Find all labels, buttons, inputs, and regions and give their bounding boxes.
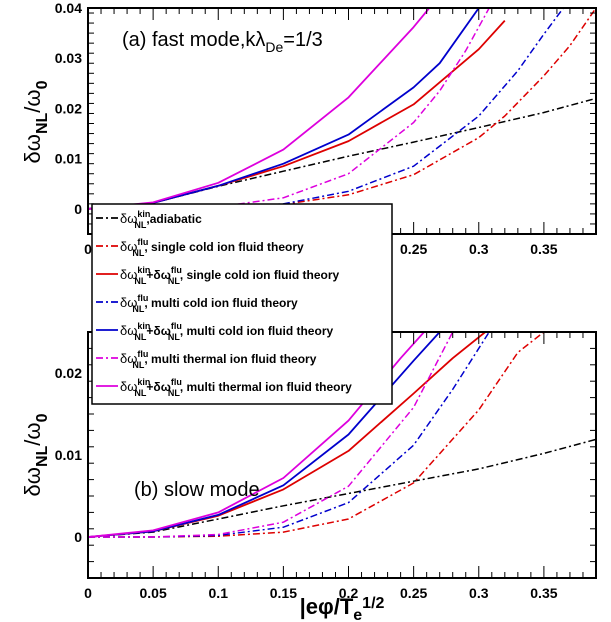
panel-b-x-tick-label: 0.3 bbox=[469, 585, 489, 601]
panel-b-x-tick-label: 0.25 bbox=[400, 585, 427, 601]
panel-a-y-tick-label: 0.02 bbox=[55, 100, 82, 116]
x-axis-title: |eφ/Te1/2 bbox=[300, 594, 385, 622]
panel-a-x-tick-label: 0 bbox=[84, 241, 92, 257]
panel-b-x-tick-label: 0.05 bbox=[140, 585, 167, 601]
panel-b-series bbox=[88, 332, 596, 538]
panel-a-y-tick-label: 0 bbox=[74, 201, 82, 217]
panel-a-series-line-0 bbox=[88, 97, 596, 210]
panel-b-series-line-6 bbox=[88, 332, 425, 538]
legend-entry-1: δωflu NL, single cold ion fluid theory bbox=[120, 237, 304, 258]
panel-a-annotation: (a) fast mode,kλDe=1/3 bbox=[122, 29, 323, 55]
panel-a-series-line-6 bbox=[88, 8, 430, 210]
panel-b-series-line-0 bbox=[88, 438, 596, 538]
panel-a-y-tick-label: 0.01 bbox=[55, 151, 82, 167]
panel-b-y-tick-label: 0 bbox=[74, 529, 82, 545]
panel-a-series-line-3 bbox=[88, 8, 565, 210]
legend-entry-4: δωkin NL+δωflu NL, multi cold ion fluid th… bbox=[120, 321, 333, 342]
legend-entry-2: δωkin NL+δωflu NL, single cold ion fluid t… bbox=[120, 265, 339, 286]
panel-a-x-tick-label: 0.35 bbox=[530, 241, 557, 257]
panel-b-x-tick-label: 0.35 bbox=[530, 585, 557, 601]
panel-a-ylabel: δωNL/ω0 bbox=[20, 80, 51, 163]
panel-a-y-tick-label: 0.03 bbox=[55, 50, 82, 66]
panel-b-y-tick-label: 0.01 bbox=[55, 447, 82, 463]
panel-b-ylabel: δωNL/ω0 bbox=[20, 413, 51, 496]
panel-b-series-line-5 bbox=[88, 332, 454, 538]
panel-b-x-tick-label: 0.15 bbox=[270, 585, 297, 601]
panel-a-x-tick-label: 0.3 bbox=[469, 241, 489, 257]
legend-box bbox=[91, 203, 393, 405]
legend-entry-5: δωflu NL, multi thermal ion fluid theory bbox=[120, 349, 317, 370]
panel-b-x-tick-label: 0.2 bbox=[339, 585, 359, 601]
panel-a-y-tick-label: 0.04 bbox=[55, 0, 82, 16]
legend: δωkin NL,adiabatic δωflu NL, single cold io… bbox=[91, 203, 393, 405]
panel-b-annotation: (b) slow mode bbox=[134, 479, 260, 501]
panel-b-x-tick-label: 0.1 bbox=[209, 585, 229, 601]
legend-entry-3: δωflu NL, multi cold ion fluid theory bbox=[120, 293, 298, 314]
legend-entry-0: δωkin NL,adiabatic bbox=[120, 209, 202, 230]
panel-a-x-tick-label: 0.25 bbox=[400, 241, 427, 257]
panel-b-x-tick-label: 0 bbox=[84, 585, 92, 601]
panel-b-y-tick-label: 0.02 bbox=[55, 365, 82, 381]
legend-entry-6: δωkin NL+δωflu NL, multi thermal ion fluid… bbox=[120, 377, 352, 398]
